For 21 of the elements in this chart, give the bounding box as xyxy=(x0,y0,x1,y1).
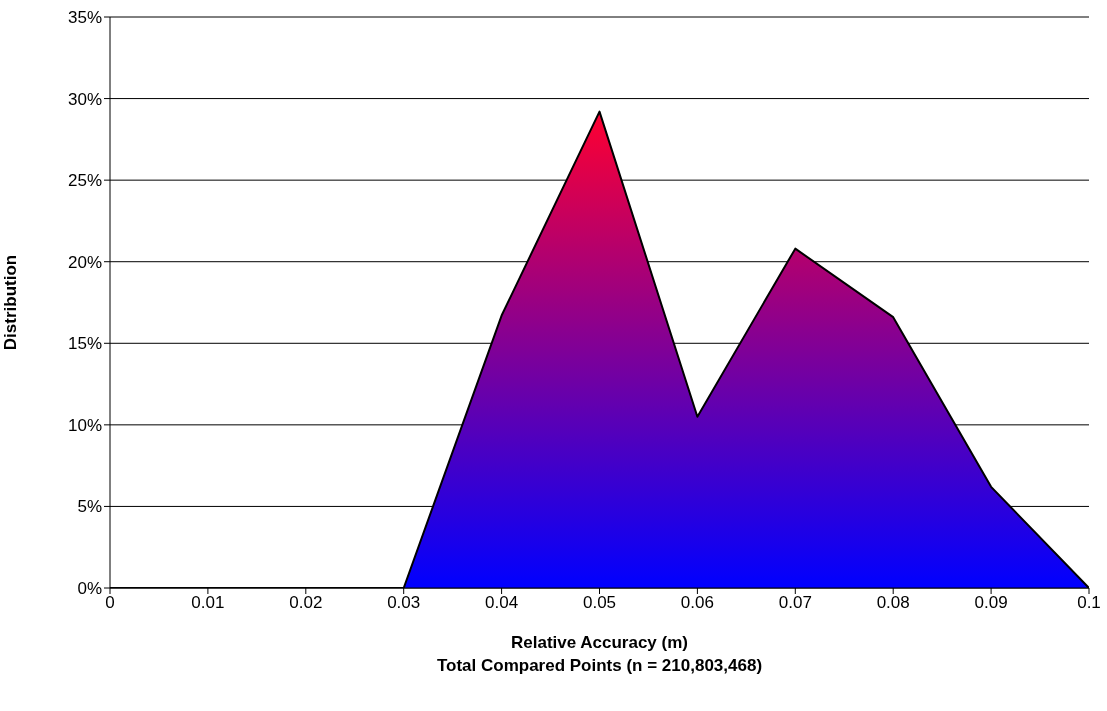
x-axis-title: Relative Accuracy (m) Total Compared Points (n = 210,803,468) xyxy=(436,633,763,675)
y-tick-label: 10% xyxy=(67,415,102,435)
x-tick-label: 0.01 xyxy=(191,593,225,613)
y-axis-title: Distribution xyxy=(1,254,21,351)
y-tick-label: 25% xyxy=(67,171,102,191)
x-tick-label: 0.1 xyxy=(1077,593,1101,613)
y-tick-label: 0% xyxy=(77,579,102,599)
y-tick-label: 5% xyxy=(77,497,102,517)
x-tick-label: 0.05 xyxy=(582,593,617,613)
x-tick-label: 0.04 xyxy=(485,593,519,613)
x-tick-label: 0.08 xyxy=(876,593,910,613)
x-tick-label: 0.03 xyxy=(387,593,421,613)
x-tick-label: 0.09 xyxy=(974,593,1008,613)
x-tick-label: 0 xyxy=(105,593,115,613)
x-tick-label: 0.02 xyxy=(289,593,323,613)
y-tick-label: 35% xyxy=(67,8,102,28)
y-tick-label: 20% xyxy=(67,252,102,272)
y-tick-label: 15% xyxy=(67,334,102,354)
x-tick-label: 0.07 xyxy=(778,593,812,613)
x-tick-label: 0.06 xyxy=(680,593,714,613)
y-tick-label: 30% xyxy=(67,89,102,109)
